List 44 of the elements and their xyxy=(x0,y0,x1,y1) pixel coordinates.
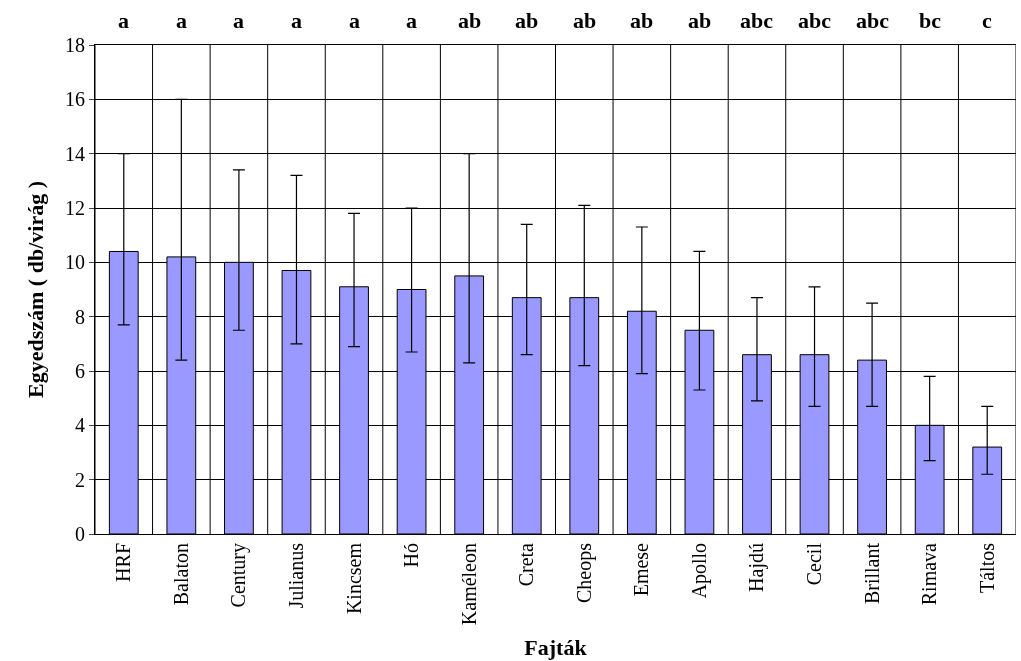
y-tick-label: 18 xyxy=(65,34,85,56)
text: a xyxy=(349,8,360,33)
x-tick-label: Hajdú xyxy=(745,543,769,592)
y-tick-label: 10 xyxy=(65,251,85,274)
x-tick-label: Creta xyxy=(515,542,538,587)
text: abc xyxy=(798,8,832,33)
text: a xyxy=(118,8,129,33)
y-tick-label: 6 xyxy=(75,360,85,382)
x-tick-label: Cecil xyxy=(803,542,826,586)
x-tick-label: Apollo xyxy=(687,543,711,599)
x-tick-label: Táltos xyxy=(975,542,998,593)
x-tick-label: HRF xyxy=(112,543,135,582)
y-tick-label: 14 xyxy=(65,142,85,165)
x-tick-label: Kincsem xyxy=(342,542,365,615)
x-tick-label: Hó xyxy=(400,543,423,568)
x-tick-label: Rimava xyxy=(918,542,941,606)
text: ab xyxy=(630,8,654,33)
x-tick-label: Emese xyxy=(630,542,653,597)
x-tick-label: Century xyxy=(227,543,251,608)
x-tick-label: Balaton xyxy=(169,543,192,606)
y-tick-label: 12 xyxy=(65,197,85,219)
x-tick-label: Cheops xyxy=(572,542,596,603)
x-axis-title: Fajták xyxy=(524,635,588,661)
text: ab xyxy=(458,8,482,33)
y-tick-label: 8 xyxy=(75,305,85,328)
text: ab xyxy=(688,8,712,33)
y-axis-title: Egyedszám ( db/virág ) xyxy=(22,181,48,398)
text: abc xyxy=(856,8,890,33)
text: a xyxy=(406,8,417,33)
text: ab xyxy=(573,8,597,33)
y-tick-label: 2 xyxy=(75,468,85,491)
x-tick-label: Brillant xyxy=(860,542,883,605)
text: c xyxy=(982,8,992,33)
y-tick-label: 4 xyxy=(75,414,85,437)
x-tick-label: Kaméleon xyxy=(457,543,480,626)
y-tick-label: 16 xyxy=(65,88,85,111)
y-tick-label: 0 xyxy=(75,523,85,545)
text: bc xyxy=(919,8,942,33)
text: a xyxy=(291,8,302,33)
text: abc xyxy=(740,8,774,33)
text: ab xyxy=(515,8,539,33)
x-tick-label: Julianus xyxy=(284,542,307,609)
text: a xyxy=(176,8,187,33)
text: a xyxy=(233,8,244,33)
